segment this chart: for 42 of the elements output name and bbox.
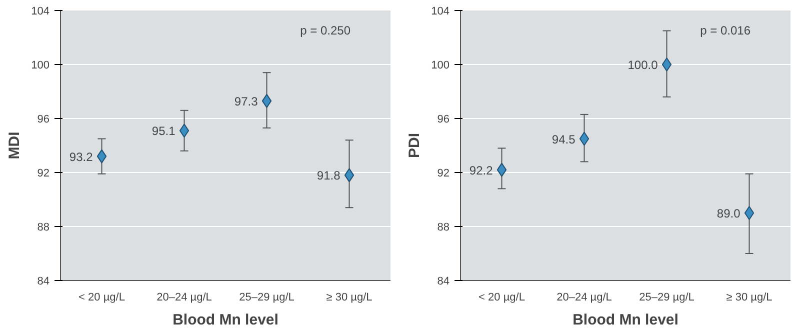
- x-tick-label: 25–29 µg/L: [239, 292, 294, 304]
- y-tick-label: 92: [37, 168, 50, 180]
- x-tick-label: < 20 µg/L: [478, 292, 525, 304]
- data-label: 95.1: [152, 124, 176, 138]
- point: [96, 149, 107, 164]
- x-tick-label: < 20 µg/L: [78, 292, 125, 304]
- x-tick-label: ≥ 30 µg/L: [726, 292, 772, 304]
- data-label: 94.5: [552, 132, 576, 146]
- y-tick-label: 96: [437, 114, 450, 126]
- point: [344, 168, 354, 182]
- y-tick-label: 96: [37, 114, 50, 126]
- annotation: p = 0.016: [700, 24, 751, 38]
- y-tick-label: 104: [31, 6, 50, 18]
- point: [179, 124, 190, 138]
- x-tick-label: 25–29 µg/L: [639, 292, 694, 304]
- y-tick-label: 100: [31, 60, 50, 72]
- data-label: 97.3: [234, 94, 258, 108]
- point: [662, 58, 672, 72]
- x-axis-title: Blood Mn level: [172, 312, 278, 328]
- y-tick-label: 84: [37, 276, 50, 288]
- x-axis-title: Blood Mn level: [572, 312, 678, 328]
- y-tick-label: 104: [431, 6, 450, 18]
- point: [744, 206, 754, 220]
- data-label: 100.0: [628, 58, 658, 72]
- y-axis-title: PDI: [406, 132, 424, 158]
- point: [579, 132, 590, 146]
- annotation: p = 0.250: [300, 24, 351, 38]
- point: [496, 162, 507, 177]
- y-tick-label: 92: [437, 168, 450, 180]
- x-tick-label: ≥ 30 µg/L: [326, 292, 372, 304]
- y-tick-label: 100: [431, 60, 450, 72]
- y-axis-title: MDI: [6, 132, 24, 160]
- data-label: 92.2: [469, 163, 494, 178]
- point: [262, 94, 272, 108]
- data-label: 91.8: [316, 168, 341, 183]
- y-tick-label: 88: [37, 222, 50, 234]
- data-label: 93.2: [69, 150, 94, 164]
- x-tick-label: 20–24 µg/L: [156, 292, 212, 304]
- x-tick-label: 20–24 µg/L: [556, 292, 612, 304]
- data-label: 89.0: [716, 206, 741, 220]
- y-tick-label: 84: [437, 276, 450, 288]
- y-tick-label: 88: [437, 222, 450, 234]
